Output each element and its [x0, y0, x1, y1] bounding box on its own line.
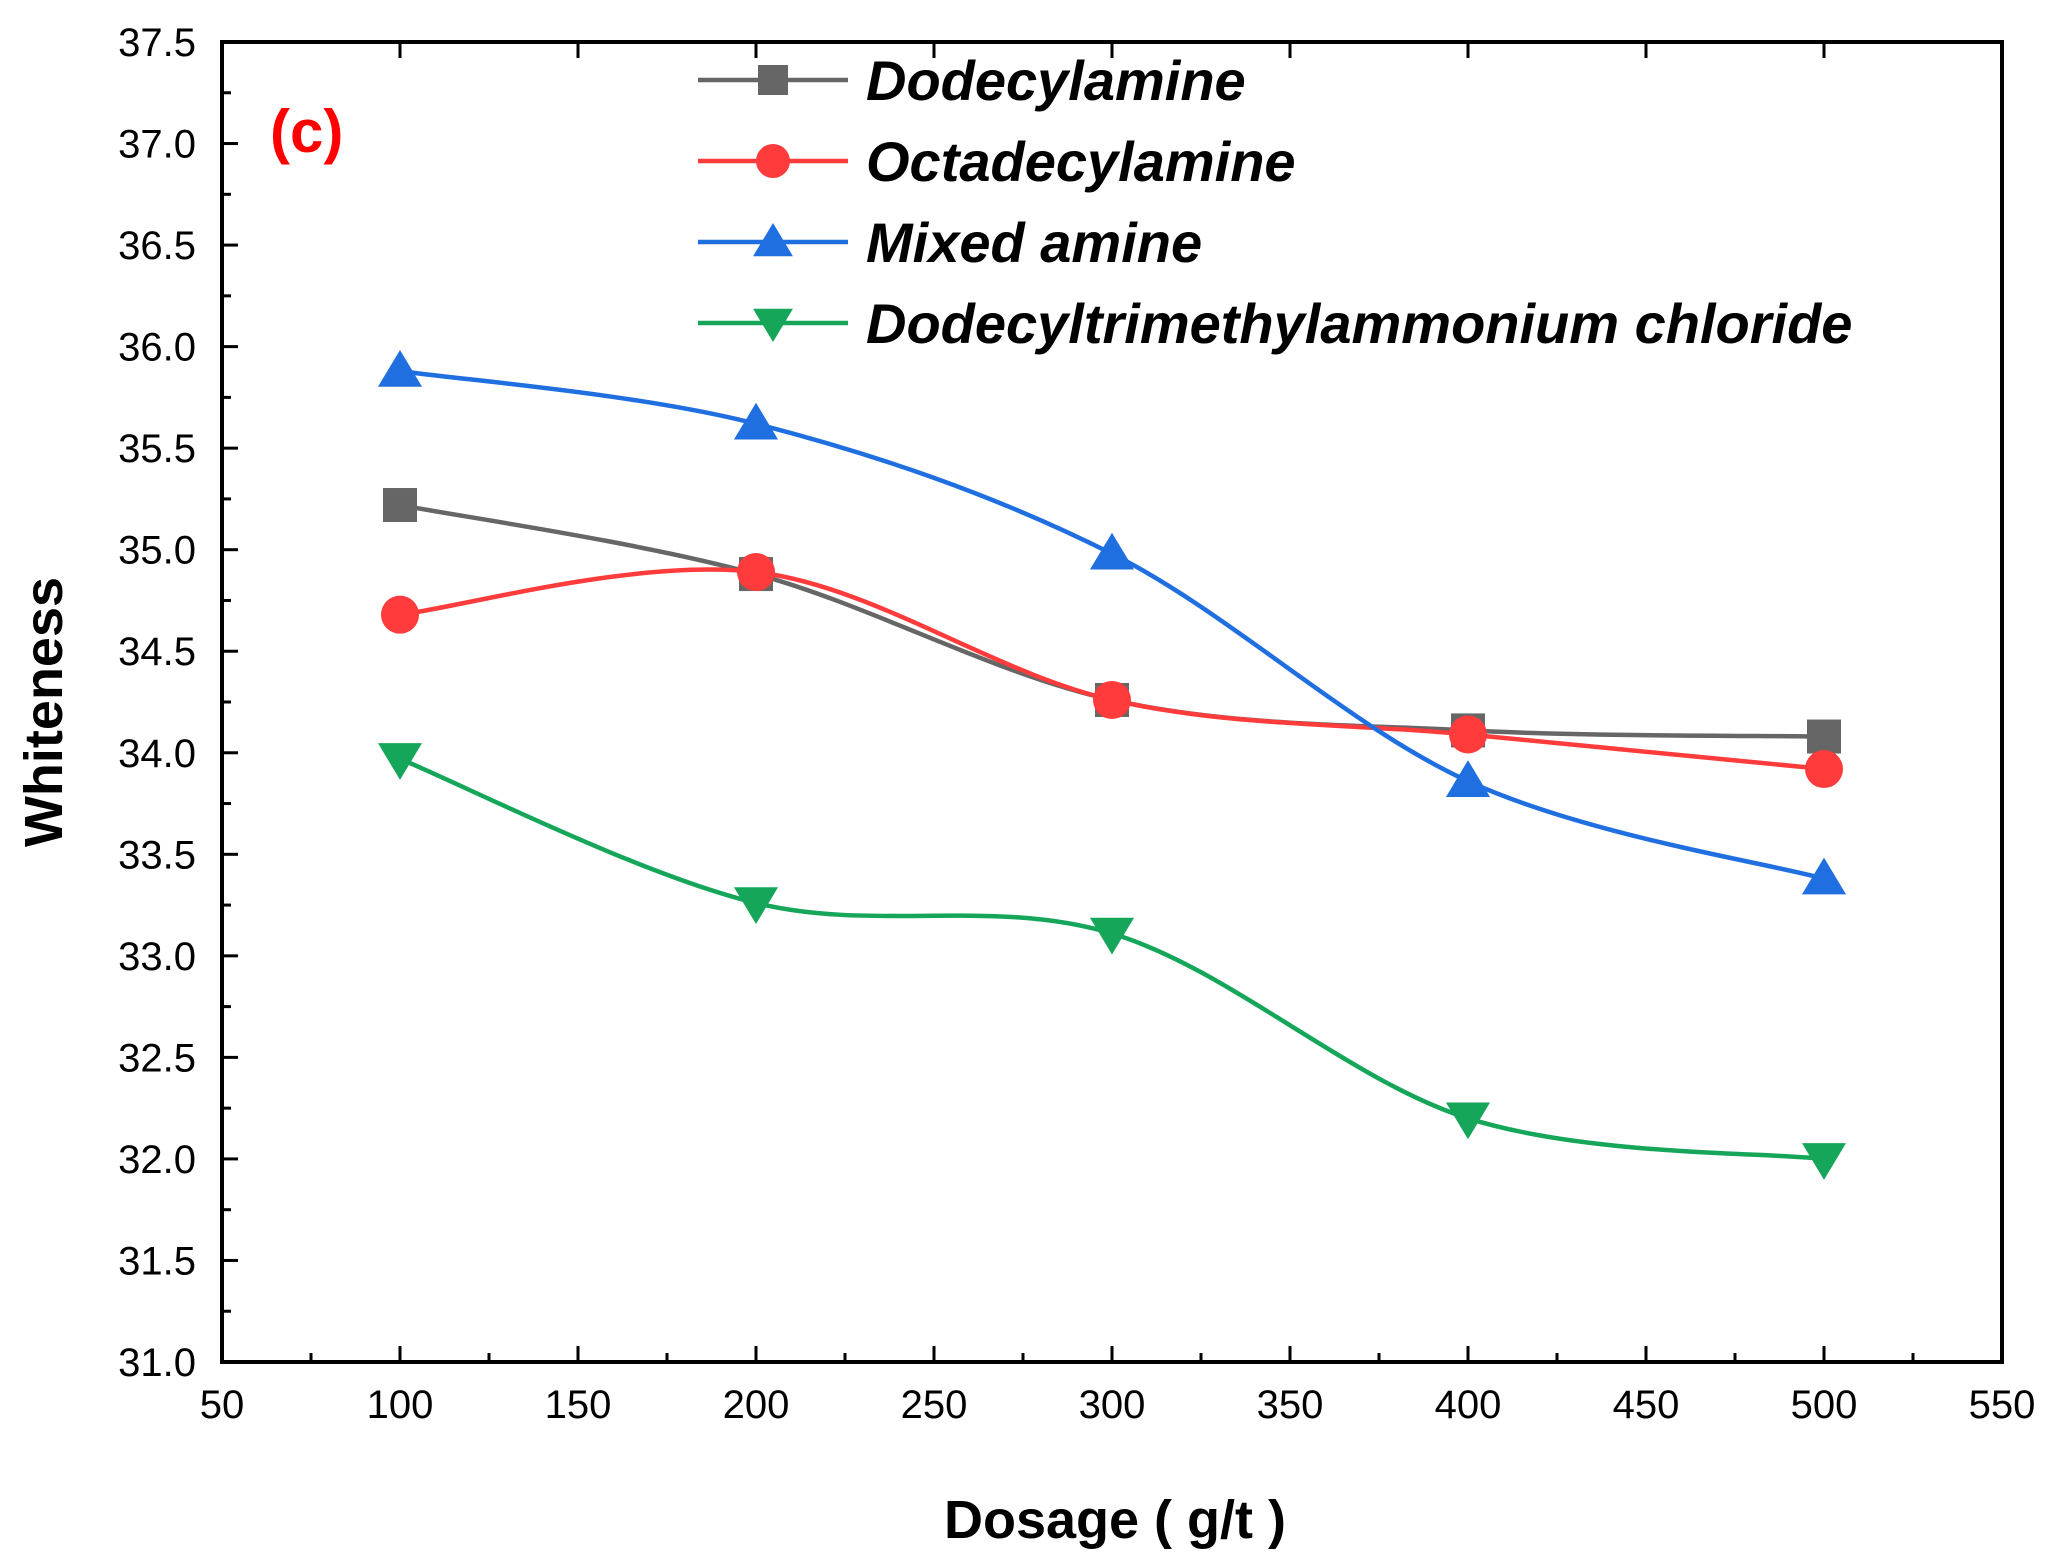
x-tick-label: 400: [1435, 1383, 1502, 1427]
x-tick-label: 200: [723, 1383, 790, 1427]
data-point-octadecylamine: [737, 553, 775, 592]
y-tick-label: 34.5: [118, 630, 196, 674]
data-point-dodecyltrimethylammonium-chloride: [1445, 1102, 1491, 1140]
data-point-octadecylamine: [1805, 750, 1843, 789]
x-tick-label: 350: [1257, 1383, 1324, 1427]
x-tick-label: 450: [1613, 1383, 1680, 1427]
data-point-octadecylamine: [1449, 715, 1487, 754]
legend-marker-dodecylamine: [758, 65, 788, 95]
legend-label-mixed-amine: Mixed amine: [866, 211, 1202, 274]
y-tick-label: 35.5: [118, 427, 196, 471]
data-point-octadecylamine: [381, 595, 419, 634]
data-point-dodecylamine: [383, 488, 417, 523]
data-point-mixed-amine: [1801, 857, 1847, 895]
y-tick-label: 36.0: [118, 326, 196, 370]
x-tick-label: 150: [545, 1383, 612, 1427]
y-tick-label: 35.0: [118, 529, 196, 573]
data-point-mixed-amine: [1089, 532, 1135, 570]
legend-label-dodecylamine: Dodecylamine: [866, 49, 1246, 112]
legend-marker-dodecyltrimethylammonium-chloride: [753, 308, 793, 342]
panel-label: (c): [270, 98, 343, 165]
y-tick-label: 34.0: [118, 732, 196, 776]
legend: Dodecylamine Octadecylamine Mixed amine Dod…: [698, 49, 1852, 355]
y-tick-label: 37.0: [118, 123, 196, 167]
series-line-dodecyltrimethylammonium-chloride: [399, 756, 1825, 1162]
y-tick-label: 32.0: [118, 1138, 196, 1182]
y-tick-label: 33.0: [118, 935, 196, 979]
data-point-mixed-amine: [377, 349, 423, 387]
legend-label-octadecylamine: Octadecylamine: [866, 130, 1296, 193]
data-point-dodecyltrimethylammonium-chloride: [1089, 917, 1135, 955]
axes: 50 100 150 200 250 300 350 400 450 500 550 31.0 31.5…: [118, 21, 2035, 1427]
data-point-octadecylamine: [1093, 680, 1131, 719]
x-tick-label: 500: [1791, 1383, 1858, 1427]
x-tick-label: 550: [1969, 1383, 2036, 1427]
legend-marker-octadecylamine: [756, 144, 790, 178]
series-markers: [377, 349, 1847, 1180]
y-axis-title: Whiteness: [14, 577, 74, 847]
data-point-mixed-amine: [733, 402, 779, 440]
data-point-dodecylamine: [1807, 719, 1841, 754]
y-tick-label: 31.5: [118, 1239, 196, 1283]
data-point-dodecyltrimethylammonium-chloride: [377, 743, 423, 780]
x-tick-label: 50: [200, 1383, 245, 1427]
series-line-mixed-amine: [399, 368, 1825, 881]
series-line-octadecylamine: [399, 567, 1825, 772]
data-point-dodecyltrimethylammonium-chloride: [1801, 1143, 1847, 1180]
y-tick-label: 37.5: [118, 21, 196, 65]
x-tick-label: 100: [367, 1383, 434, 1427]
y-tick-label: 32.5: [118, 1036, 196, 1080]
legend-label-dodecyltrimethylammonium-chloride: Dodecyltrimethylammonium chloride: [866, 292, 1852, 355]
series-curves: [399, 368, 1825, 1162]
x-axis-title: Dosage ( g/t ): [944, 1490, 1286, 1550]
x-tick-label: 250: [901, 1383, 968, 1427]
x-tick-label: 300: [1079, 1383, 1146, 1427]
data-point-dodecyltrimethylammonium-chloride: [733, 887, 779, 925]
y-tick-label: 33.5: [118, 833, 196, 877]
y-tick-label: 36.5: [118, 224, 196, 268]
data-point-mixed-amine: [1445, 760, 1491, 797]
legend-marker-mixed-amine: [753, 223, 793, 257]
y-tick-label: 31.0: [118, 1341, 196, 1385]
